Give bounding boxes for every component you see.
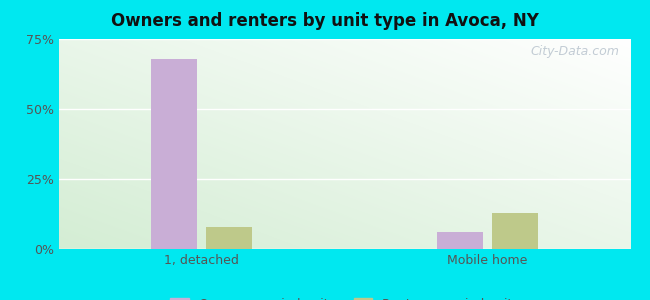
Text: Owners and renters by unit type in Avoca, NY: Owners and renters by unit type in Avoca… (111, 12, 539, 30)
Bar (206, 226, 252, 249)
Bar (151, 58, 197, 249)
Text: City-Data.com: City-Data.com (530, 45, 619, 58)
Bar (492, 213, 538, 249)
Bar (437, 232, 483, 249)
Legend: Owner occupied units, Renter occupied units: Owner occupied units, Renter occupied un… (165, 293, 524, 300)
